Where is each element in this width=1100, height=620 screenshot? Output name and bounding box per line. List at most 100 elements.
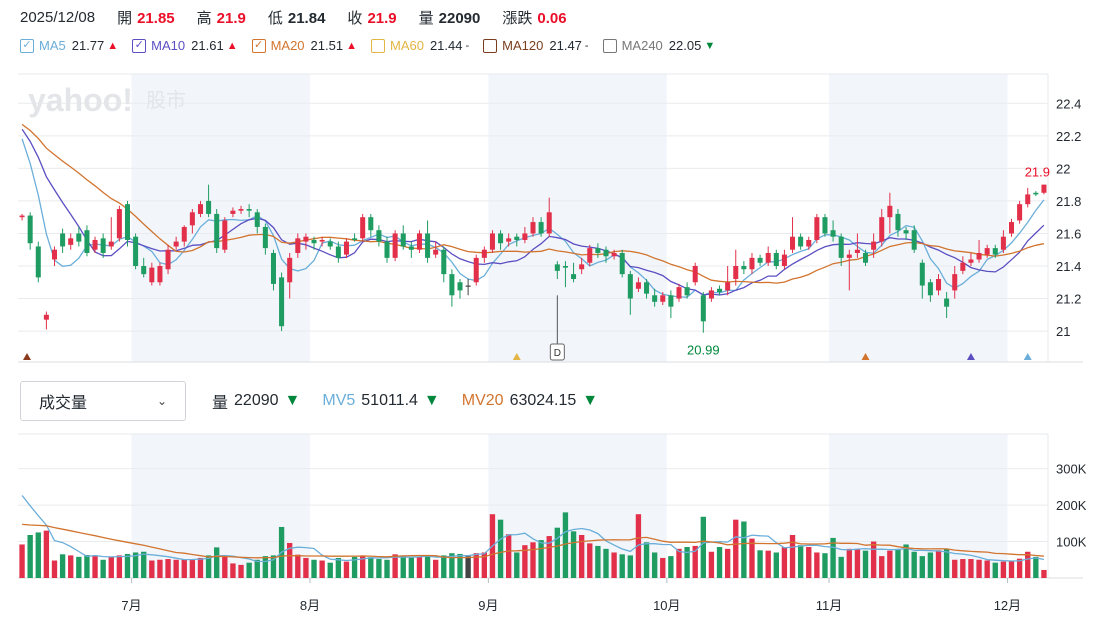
dividend-marker-box [549,343,565,361]
volume-bar [773,552,779,578]
candle-body [603,249,609,257]
mv20-name: MV20 [461,392,504,409]
volume-bar [627,555,633,578]
volume-bar [960,559,966,578]
candle-body [279,277,285,327]
legend-checkbox[interactable]: ✓ [251,38,266,53]
candle [668,290,674,319]
legend-ma120[interactable]: MA120 21.47- [483,38,589,53]
volume-bar [433,559,439,578]
volume-quote: 量 22090 [419,7,481,28]
candle [927,279,933,302]
x-tick-label: 11月 [816,598,843,613]
candle [189,209,195,234]
candle [108,217,114,250]
legend-value: 21.51 [310,38,344,53]
candle [952,266,958,299]
candle [773,249,779,270]
candle-body [927,282,933,296]
legend-ma20[interactable]: ✓ MA20 21.51 ▲ [251,38,357,53]
volume-bar [270,555,277,578]
volume-bar [789,534,796,578]
price-tick-label: 22.4 [1056,96,1081,111]
candle-body [530,222,536,234]
legend-checkbox[interactable] [483,38,498,53]
ohlc-header: 2025/12/08 開 21.85 高 21.9 低 21.84 收 21.9 量 22… [20,6,589,28]
candle-body [270,252,276,284]
change-label: 漲跌 [502,9,533,27]
volume-bar [854,548,861,578]
candle-body [757,257,763,263]
volume-bar [992,562,998,578]
legend-checkbox[interactable] [602,38,617,53]
candle [854,233,860,258]
low-quote: 低 21.84 [268,7,326,28]
quote-date: 2025/12/08 [20,8,96,26]
candle-body [514,236,520,240]
candle-body [124,204,131,240]
volume-bar [1025,551,1031,578]
legend-ma5[interactable]: ✓ MA5 21.77 ▲ [20,38,118,53]
volume-bar [741,521,747,578]
candle [522,226,528,244]
candle-body [35,246,41,278]
volume-bar [68,555,74,578]
price-tick-label: 21.2 [1056,292,1081,307]
legend-ma60[interactable]: MA60 21.44- [370,38,469,53]
legend-checkbox[interactable]: ✓ [20,38,34,53]
indicator-dropdown[interactable]: 成交量 ⌄ [20,381,186,421]
candle-body [506,238,512,242]
volume-bar [497,519,504,578]
candle [327,238,333,250]
candle [51,246,58,266]
candle-body [181,226,187,242]
candle [376,225,382,247]
candle [571,262,577,283]
legend-value: 21.61 [191,38,224,53]
volume-bar [157,559,163,578]
candle-body [668,295,674,307]
candle-body [562,266,568,268]
candle [295,233,301,258]
candle-body [1025,194,1031,205]
candle-body [717,288,723,293]
candle-body [27,215,33,244]
legend-label: MA5 [39,38,66,53]
candle [603,246,609,263]
volume-bar [165,559,171,578]
legend-checkbox[interactable] [370,38,385,53]
candle-body [911,230,917,250]
candle [133,233,139,270]
candle [116,205,122,242]
candle [165,244,171,275]
legend-label: MA120 [502,38,544,53]
candle [473,254,479,286]
legend-checkbox[interactable]: ✓ [132,38,147,53]
candle-body [822,217,828,234]
candle-body [92,239,98,250]
legend-ma10[interactable]: ✓ MA10 21.61 ▲ [132,38,238,53]
high-quote: 高 21.9 [197,7,246,28]
candle [960,256,966,275]
volume-bar [295,554,301,578]
candle [425,220,431,263]
volume-bar [287,543,293,578]
candle-body [846,254,852,258]
candle-body [863,252,869,263]
mv5-readout: MV5 51011.4 ▼ [322,392,439,410]
candle [230,207,236,218]
volume-tick-label: 300K [1056,462,1087,477]
candle [384,236,390,263]
candle-body [303,236,309,242]
volume-info: 量 22090 ▼ MV5 51011.4 ▼ MV20 63024.15 ▼ [212,389,620,413]
legend-ma240[interactable]: MA240 22.05 ▼ [602,38,715,53]
volume-bar [952,559,958,578]
legend-label: MA60 [389,38,424,53]
price-tick-label: 21.4 [1056,259,1081,274]
candle-body [854,249,860,253]
volume-bar [43,530,50,578]
candle-body [206,200,212,214]
trend-flat-icon: - [584,39,589,52]
volume-bar [327,562,333,578]
